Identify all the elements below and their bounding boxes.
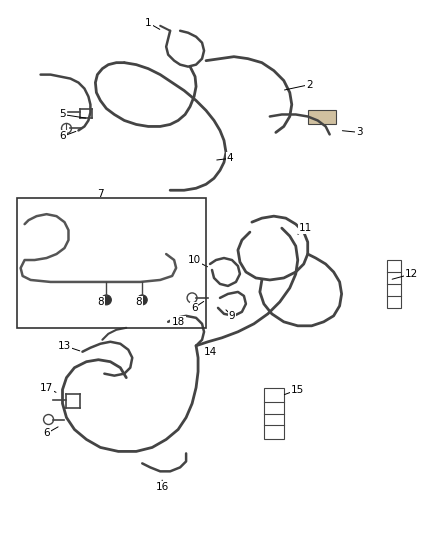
Text: 3: 3 [356, 127, 363, 138]
Text: 13: 13 [58, 341, 71, 351]
Text: 11: 11 [299, 223, 312, 233]
Text: 6: 6 [59, 132, 66, 141]
Text: 12: 12 [405, 269, 418, 279]
Circle shape [137, 295, 147, 305]
Bar [308, 110, 336, 124]
Text: 16: 16 [155, 482, 169, 492]
Text: 6: 6 [191, 303, 198, 313]
Text: 9: 9 [229, 311, 235, 321]
Bar [17, 198, 206, 328]
Circle shape [101, 295, 111, 305]
Text: 8: 8 [135, 297, 141, 307]
Text: 14: 14 [203, 347, 217, 357]
Text: 15: 15 [291, 385, 304, 394]
Text: 17: 17 [40, 383, 53, 393]
Text: 1: 1 [145, 18, 152, 28]
Text: 5: 5 [59, 109, 66, 119]
Text: 6: 6 [43, 429, 50, 439]
Text: 18: 18 [172, 317, 185, 327]
Text: 7: 7 [97, 189, 104, 199]
Text: 4: 4 [226, 154, 233, 163]
Text: 8: 8 [97, 297, 104, 307]
Bar [264, 387, 284, 439]
Text: 10: 10 [187, 255, 201, 265]
Bar [388, 260, 401, 308]
Text: 2: 2 [307, 79, 313, 90]
